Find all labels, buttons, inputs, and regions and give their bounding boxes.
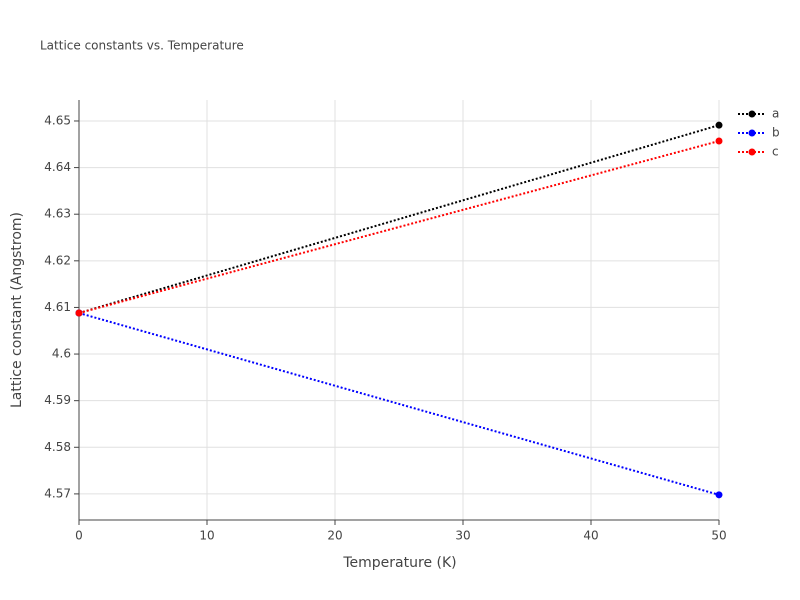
series-line — [78, 124, 720, 314]
legend-label: a — [772, 107, 779, 121]
point — [75, 309, 83, 317]
y-tick-label: 4.63 — [44, 207, 71, 221]
y-tick-label: 4.64 — [44, 160, 71, 174]
legend-marker — [748, 148, 756, 156]
y-axis-label: Lattice constant (Angstrom) — [9, 212, 25, 408]
legend-label: b — [772, 126, 780, 140]
series-line — [78, 312, 720, 496]
y-tick-label: 4.6 — [52, 347, 71, 361]
y-tick-label: 4.65 — [44, 113, 71, 127]
y-tick-label: 4.59 — [44, 393, 71, 407]
x-axis-label: Temperature (K) — [342, 555, 456, 571]
x-tick-label: 50 — [711, 529, 726, 543]
x-tick-label: 10 — [199, 529, 214, 543]
x-tick-label: 0 — [75, 529, 83, 543]
point — [715, 137, 723, 145]
x-tick-label: 20 — [327, 529, 342, 543]
point — [715, 491, 723, 499]
y-tick-label: 4.58 — [44, 440, 71, 454]
legend-marker — [748, 110, 756, 118]
y-tick-label: 4.61 — [44, 300, 71, 314]
y-tick-label: 4.62 — [44, 253, 71, 267]
y-tick-label: 4.57 — [44, 486, 71, 500]
x-tick-label: 40 — [583, 529, 598, 543]
x-tick-label: 30 — [455, 529, 470, 543]
point — [715, 121, 723, 129]
series-line — [78, 140, 720, 314]
chart-title: Lattice constants vs. Temperature — [40, 39, 244, 53]
legend-marker — [748, 129, 756, 137]
legend-label: c — [772, 145, 779, 159]
